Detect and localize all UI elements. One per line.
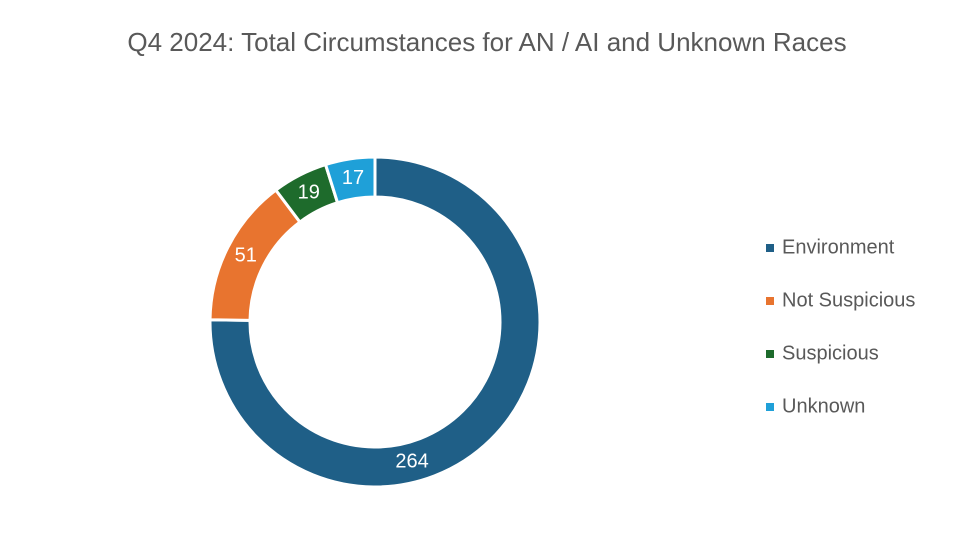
data-label: 264 <box>395 450 428 472</box>
legend-label: Unknown <box>782 395 865 417</box>
data-label: 17 <box>342 167 364 189</box>
data-label: 51 <box>235 245 257 267</box>
legend-label: Not Suspicious <box>782 289 915 311</box>
legend-swatch <box>766 403 774 411</box>
chart-title: Q4 2024: Total Circumstances for AN / AI… <box>127 27 847 57</box>
legend-swatch <box>766 297 774 305</box>
donut-slice <box>208 155 542 489</box>
legend-label: Suspicious <box>782 342 879 364</box>
legend-label: Environment <box>782 236 895 258</box>
data-label: 19 <box>298 181 320 203</box>
legend-swatch <box>766 244 774 252</box>
donut-slice <box>323 155 377 205</box>
legend-swatch <box>766 350 774 358</box>
